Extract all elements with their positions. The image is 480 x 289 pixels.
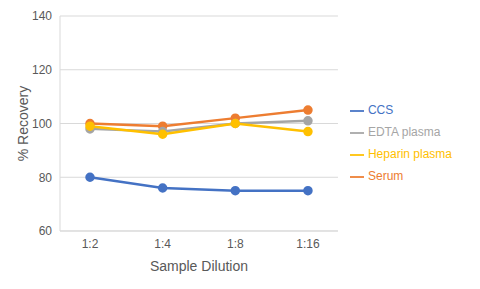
html-text:Heparin plasma: Heparin plasma xyxy=(368,147,452,161)
svg-text:1:4: 1:4 xyxy=(154,237,171,251)
svg-text:Sample Dilution: Sample Dilution xyxy=(150,258,248,274)
html-text:Serum: Serum xyxy=(368,169,404,183)
svg-text:1:16: 1:16 xyxy=(296,237,320,251)
html-text:CCS: CCS xyxy=(368,103,394,117)
svg-text:140: 140 xyxy=(32,9,52,23)
svg-text:80: 80 xyxy=(39,171,53,185)
svg-text:120: 120 xyxy=(32,63,52,77)
svg-text:100: 100 xyxy=(32,117,52,131)
html-text:EDTA plasma: EDTA plasma xyxy=(368,125,441,139)
svg-text:1:2: 1:2 xyxy=(82,237,99,251)
svg-text:60: 60 xyxy=(39,224,53,238)
svg-text:1:8: 1:8 xyxy=(227,237,244,251)
svg-text:% Recovery: % Recovery xyxy=(15,86,31,161)
